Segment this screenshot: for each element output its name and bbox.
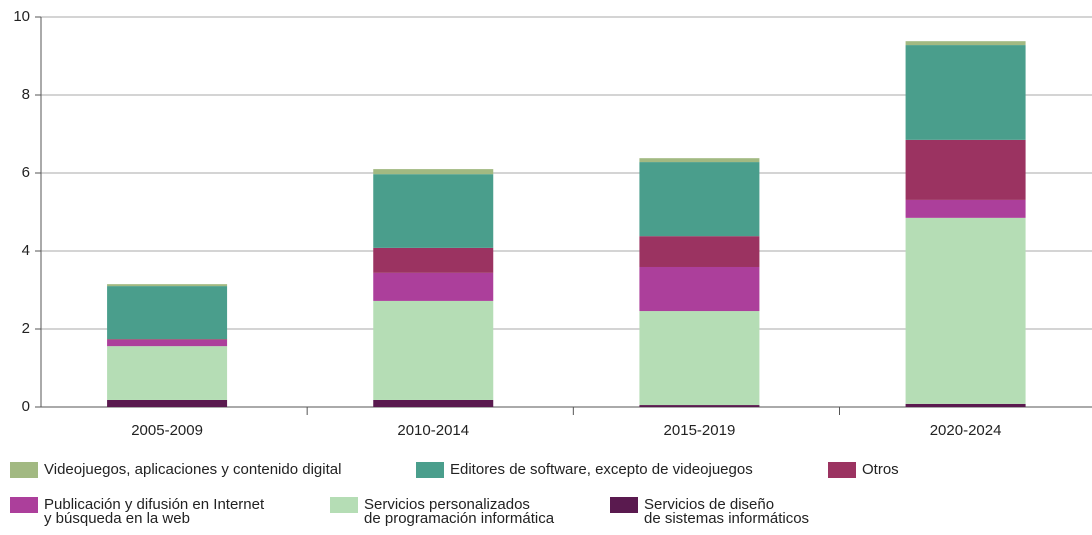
bar-segment [107, 346, 228, 400]
legend-swatch [10, 462, 38, 478]
bar-segment [373, 174, 494, 248]
legend-swatch [610, 497, 638, 513]
x-tick-label: 2015-2019 [664, 422, 736, 439]
bar-segment [107, 339, 228, 347]
legend-swatch [828, 462, 856, 478]
x-tick-label: 2020-2024 [930, 422, 1002, 439]
bar-segment [905, 403, 1026, 407]
bar-segment [905, 41, 1026, 46]
bar-segment [373, 300, 494, 400]
legend-label: Editores de software, excepto de videoju… [450, 461, 753, 478]
legend-label: Servicios personalizados de programación … [364, 496, 555, 527]
bar-segment [373, 247, 494, 273]
bar-segment [905, 45, 1026, 140]
bar-segment [107, 284, 228, 287]
bar-segment [639, 162, 760, 237]
legend-label: Videojuegos, aplicaciones y contenido di… [44, 461, 341, 478]
bar-segment [373, 272, 494, 301]
bar-segment [373, 399, 494, 407]
y-tick-label: 8 [22, 86, 30, 103]
bar-segment [373, 169, 494, 175]
legend-swatch [416, 462, 444, 478]
x-tick-label: 2010-2014 [397, 422, 469, 439]
legend-swatch [10, 497, 38, 513]
bar-segment [107, 286, 228, 340]
y-tick-label: 10 [13, 8, 30, 25]
bar-segment [639, 311, 760, 406]
bar-segment [107, 339, 228, 340]
bar-segment [639, 266, 760, 312]
bar-segment [905, 217, 1026, 404]
legend-swatch [330, 497, 358, 513]
y-tick-label: 4 [22, 242, 30, 259]
bar-segment [639, 236, 760, 267]
legend-label: Otros [862, 461, 899, 478]
bar-segment [639, 158, 760, 163]
legend-label: Publicación y difusión en Internet y búsq… [44, 496, 265, 527]
bar-segment [905, 199, 1026, 218]
x-tick-label: 2005-2009 [131, 422, 203, 439]
bar-segment [639, 405, 760, 407]
y-tick-label: 0 [22, 398, 30, 415]
y-tick-label: 6 [22, 164, 30, 181]
bar-segment [905, 139, 1026, 200]
legend-label: Servicios de diseño de sistemas informáti… [644, 496, 809, 527]
bar-segment [107, 399, 228, 407]
y-tick-label: 2 [22, 320, 30, 337]
